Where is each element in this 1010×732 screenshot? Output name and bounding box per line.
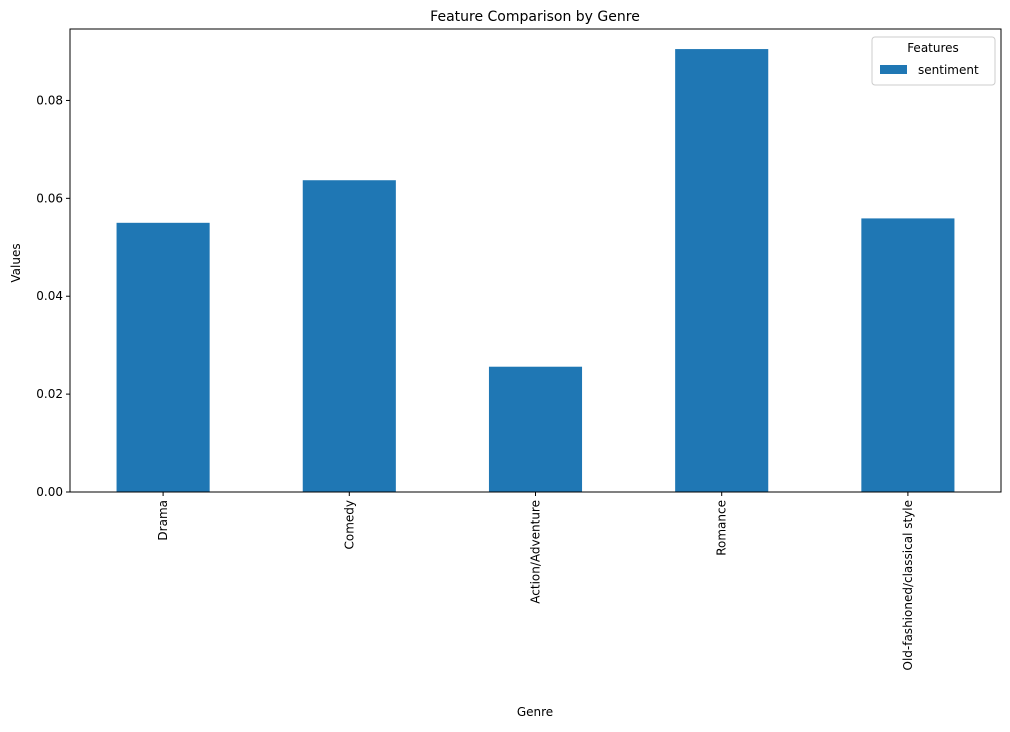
y-tick-label: 0.06: [36, 191, 63, 205]
chart-title: Feature Comparison by Genre: [430, 9, 640, 25]
legend: Features sentiment: [871, 36, 996, 86]
x-tick-label: Action/Adventure: [529, 500, 543, 604]
plot-area: 0.00 0.02 0.04 0.06 0.08 Drama Comedy Action/Ad…: [36, 28, 1002, 670]
y-tick-label: 0.00: [36, 485, 63, 499]
legend-title: Features: [907, 41, 959, 55]
bar-action-adventure: [488, 366, 583, 492]
legend-label: sentiment: [918, 63, 979, 77]
x-tick-label: Drama: [156, 500, 170, 541]
bar-drama: [116, 222, 210, 492]
bar-old-fashioned-classical-style: [861, 218, 955, 492]
x-tick-label: Old-fashioned/classical style: [901, 500, 915, 670]
y-tick-label: 0.04: [36, 289, 63, 303]
x-tick-label: Comedy: [342, 500, 356, 550]
x-axis-label: Genre: [517, 705, 553, 719]
x-tick-label: Romance: [715, 500, 729, 556]
legend-swatch: [880, 65, 907, 74]
bar-romance: [675, 49, 769, 492]
bar-comedy: [302, 180, 396, 493]
y-tick-label: 0.08: [36, 93, 63, 107]
y-tick-label: 0.02: [36, 387, 63, 401]
y-axis-label: Values: [9, 243, 23, 282]
